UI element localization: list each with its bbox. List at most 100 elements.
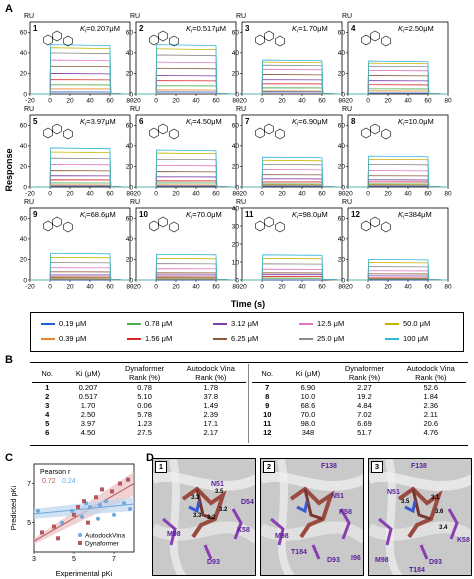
legend-item: 1.56 μM <box>127 334 172 343</box>
table-cell: 70.0 <box>300 410 316 419</box>
y-tick-label: 20 <box>20 71 28 78</box>
sensorgram-curve <box>136 75 237 95</box>
molecule-structure <box>361 30 391 47</box>
legend-label: 12.5 μM <box>317 319 345 328</box>
y-tick-label: 0 <box>23 91 27 98</box>
x-tick-label: 80 <box>232 191 240 198</box>
x-tick-label: 40 <box>298 191 306 198</box>
y-tick-label: 40 <box>126 236 134 243</box>
x-tick-label: 0 <box>48 191 52 198</box>
ring <box>149 34 159 46</box>
table-cell: 19.2 <box>357 392 372 401</box>
x-tick-label: -20 <box>131 98 141 105</box>
x-tick-label: -20 <box>131 284 141 291</box>
table-cell: 6.90 <box>300 383 316 392</box>
ki-subscript: i <box>403 122 405 128</box>
ring <box>255 220 265 232</box>
y-tick-label: 0 <box>129 277 133 284</box>
vina-point <box>88 505 92 510</box>
ki-value: =68.6μM <box>86 210 116 219</box>
ki-label: Ki=0.207μM <box>80 24 120 35</box>
x-tick-label: 40 <box>192 98 200 105</box>
ring <box>361 34 371 46</box>
molecule-structure <box>43 216 73 233</box>
x-tick-label: 60 <box>424 98 432 105</box>
sensorgram-curve <box>30 262 131 281</box>
sensorgram-curve <box>242 68 343 95</box>
legend-swatch <box>385 322 399 325</box>
ki-subscript: i <box>191 215 193 221</box>
x-tick-label: 60 <box>424 191 432 198</box>
ki-value: =0.207μM <box>86 24 120 33</box>
y-tick-label: 20 <box>20 257 28 264</box>
ki-label: Ki=70.0μM <box>186 210 222 221</box>
legend-item: 6.25 μM <box>213 334 258 343</box>
table-cell: 7.02 <box>357 410 372 419</box>
x-tick-label: 7 <box>112 556 116 563</box>
compound-number: 5 <box>33 117 38 126</box>
ki-subscript: i <box>403 215 405 221</box>
vina-point <box>128 506 132 511</box>
ki-label: Ki=384μM <box>398 210 432 221</box>
x-tick-label: 0 <box>366 98 370 105</box>
ki-label: Ki=6.90μM <box>292 117 328 128</box>
ki-subscript: i <box>403 29 405 35</box>
pearson-dyna: 0.72 <box>42 478 56 485</box>
sensorgram-curve <box>136 263 237 281</box>
table-cell: 10.0 <box>300 392 316 401</box>
legend-item: 0.78 μM <box>127 319 172 328</box>
legend-swatch <box>127 337 141 340</box>
residue-label: D93 <box>207 559 220 566</box>
vina-point <box>104 499 108 504</box>
unit-label: RU <box>130 13 140 20</box>
y-tick-label: 40 <box>232 205 240 212</box>
table-bottom-rule <box>30 445 468 446</box>
vina-point <box>36 508 40 513</box>
table-cell: 6 <box>45 428 50 437</box>
scatter-x-title: Experimental pKi <box>56 569 113 578</box>
col-dynaformer: Dynaformer Rank (%) <box>113 364 176 383</box>
residue-label: N51 <box>211 481 224 488</box>
distance-label: 3.6 <box>435 509 444 515</box>
vina-point <box>80 514 84 519</box>
ki-value: =384μM <box>404 210 431 219</box>
table-cell: 6.69 <box>357 419 372 428</box>
compound-number: 2 <box>139 24 144 33</box>
ki-value: =2.50μM <box>404 24 434 33</box>
ring <box>264 30 274 42</box>
table-cell: 0.78 <box>137 383 152 392</box>
legend-vina-marker <box>78 533 82 537</box>
panel-label-c: C <box>5 452 13 464</box>
y-tick-label: 40 <box>20 50 28 57</box>
y-tick-label: 0 <box>341 277 345 284</box>
concentration-legend: 0.19 μM 0.39 μM 0.78 μM 1.56 μM 3.12 μM 6.25 … <box>30 312 464 352</box>
unit-label: RU <box>236 199 246 206</box>
x-tick-label: 20 <box>172 191 180 198</box>
x-tick-label: -20 <box>237 98 247 105</box>
sensorgram-curve <box>242 83 343 95</box>
ki-subscript: i <box>85 215 87 221</box>
residue-label: F138 <box>411 463 427 470</box>
legend-label: 25.0 μM <box>317 334 345 343</box>
legend-label: 50.0 μM <box>403 319 431 328</box>
y-tick-label: 60 <box>20 123 28 130</box>
table-cell: 9 <box>265 401 270 410</box>
table-cell: 10 <box>263 410 272 419</box>
x-tick-label: 60 <box>212 284 220 291</box>
legend-item: 50.0 μM <box>385 319 430 328</box>
x-tick-label: -20 <box>237 284 247 291</box>
ki-label: Ki=10.0μM <box>398 117 434 128</box>
docking-panel-number: 3 <box>371 461 383 473</box>
x-tick-label: 0 <box>154 284 158 291</box>
y-tick-label: 40 <box>338 236 346 243</box>
ki-subscript: i <box>191 29 193 35</box>
x-tick-label: -20 <box>131 191 141 198</box>
scatter-y-title: Predicted pKi <box>9 485 18 530</box>
